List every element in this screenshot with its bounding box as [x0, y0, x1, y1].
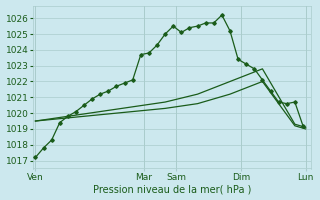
X-axis label: Pression niveau de la mer( hPa ): Pression niveau de la mer( hPa )	[93, 184, 251, 194]
